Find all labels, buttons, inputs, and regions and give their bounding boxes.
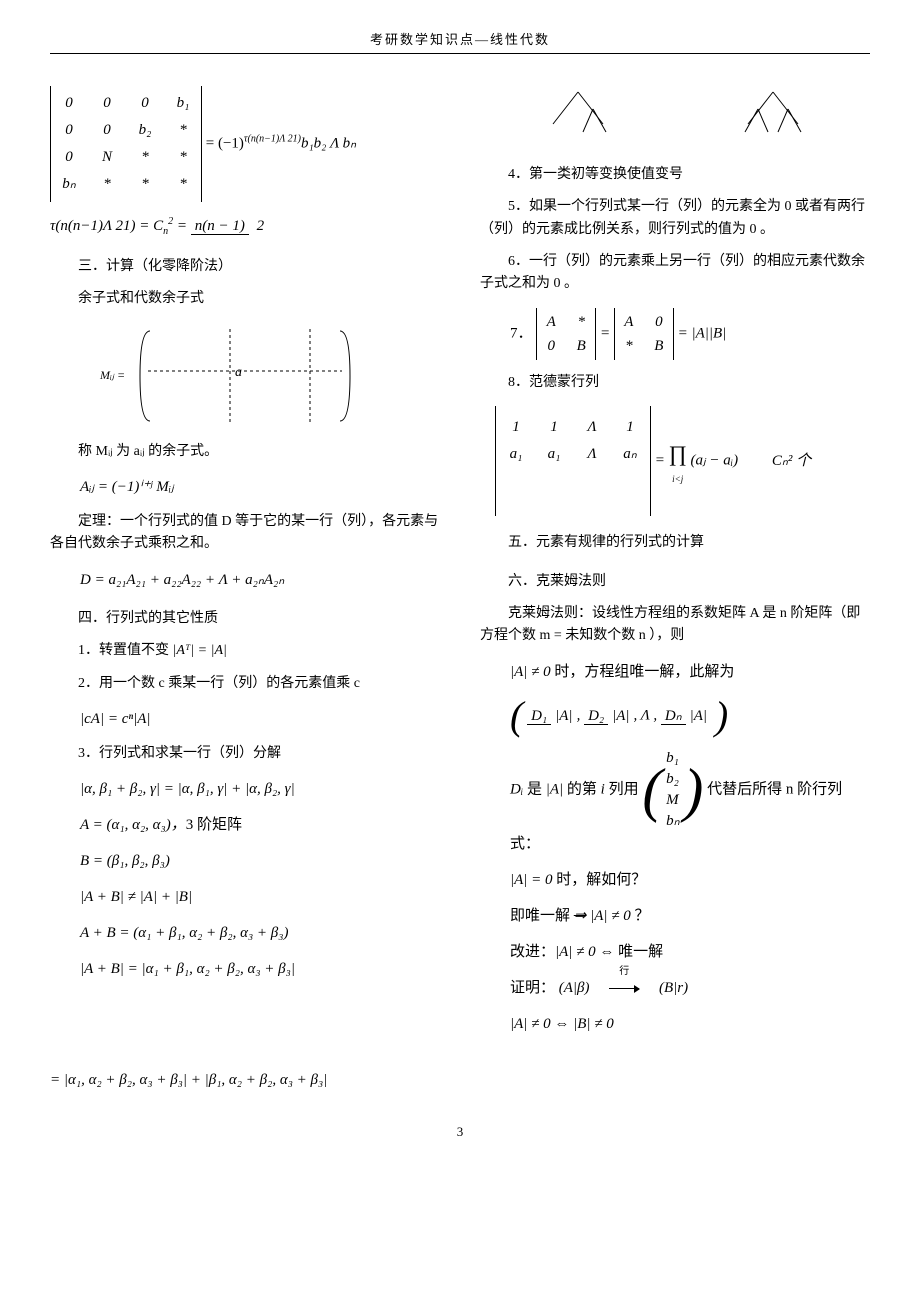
algebraic-cofactor-eq: Aᵢⱼ = (−1)ⁱ⁺ʲ Mᵢⱼ [80, 475, 440, 499]
di-definition: Dᵢ 是 |A| 的第 i 列用 ( b₁ b₂ M bₙ ) 代替后所得 n … [510, 748, 870, 856]
determinant-equation-1: 000b₁ 00b₂* 0N** bₙ*** = (−1)τ(n(n−1)Λ 2… [50, 86, 440, 202]
cofactor-diagram: Mᵢⱼ = a [130, 321, 440, 431]
two-column-layout: 000b₁ 00b₂* 0N** bₙ*** = (−1)τ(n(n−1)Λ 2… [50, 74, 870, 1048]
cramer-definition: 克莱姆法则：设线性方程组的系数矩阵 A 是 n 阶矩阵（即方程个数 m = 未知… [480, 603, 870, 648]
matrix-bracket-svg: a [130, 321, 370, 431]
property-3: 3．行列式和求某一行（列）分解 [78, 743, 440, 765]
bottom-equation: = |α₁, α₂ + β₂, α₃ + β₃| + |β₁, α₂ + β₂,… [50, 1068, 870, 1092]
cofactor-definition: 称 Mᵢⱼ 为 aᵢⱼ 的余子式。 [50, 441, 440, 463]
question-2: 即唯一解 ⇒ |A| ≠ 0 ？ [510, 904, 870, 928]
section-4-title: 四．行列式的其它性质 [50, 608, 440, 630]
section-6-title: 六．克莱姆法则 [480, 571, 870, 593]
tree-diagrams [480, 84, 870, 144]
property-7: 7． A* 0B = A0 *B = |A||B| [510, 308, 870, 360]
svg-text:a: a [235, 365, 242, 380]
question-1: |A| = 0 时，解如何？ [510, 868, 870, 892]
final-equivalence: |A| ≠ 0 ⇔ |B| ≠ 0 [510, 1012, 870, 1036]
matrix-a-def: A = (α₁, α₂, α₃)，3 阶矩阵 [80, 813, 440, 837]
matrix-b-def: B = (β₁, β₂, β₃) [80, 849, 440, 873]
right-column: 4．第一类初等变换使值变号 5．如果一个行列式某一行（列）的元素全为 0 或者有… [480, 74, 870, 1048]
expansion-equation: D = a₂₁A₂₁ + a₂₂A₂₂ + Λ + a₂ₙA₂ₙ [80, 568, 440, 592]
section-5-title: 五．元素有规律的行列式的计算 [480, 532, 870, 554]
tau-equation: τ(n(n−1)Λ 21) = Cn2 = n(n − 1) 2 [50, 214, 440, 240]
expansion-theorem: 定理：一个行列式的值 D 等于它的某一行（列），各元素与各自代数余子式乘积之和。 [50, 511, 440, 556]
proof-line: 证明： (A|β) (B|r) [510, 976, 870, 1000]
property-8: 8．范德蒙行列 [508, 372, 870, 394]
vandermonde-eq: 11Λ1 a₁a₁Λaₙ = ∏ i<j (aⱼ − aᵢ) Cₙ² 个 [495, 406, 870, 516]
tree-icon-right [723, 84, 823, 139]
property-1: 1．转置值不变 |Aᵀ| = |A| [78, 640, 440, 662]
page-header: 考研数学知识点—线性代数 [50, 30, 870, 54]
a-plus-b-def: A + B = (α₁ + β₁, α₂ + β₂, α₃ + β₃) [80, 921, 440, 945]
left-column: 000b₁ 00b₂* 0N** bₙ*** = (−1)τ(n(n−1)Λ 2… [50, 74, 440, 1048]
improvement: 改进：|A| ≠ 0 ⇔ 唯一解 [510, 940, 870, 964]
property-6: 6．一行（列）的元素乘上另一行（列）的相应元素代数余子式之和为 0 。 [480, 251, 870, 296]
property-2-eq: |cA| = cⁿ|A| [80, 707, 440, 731]
det-sum-neq: |A + B| ≠ |A| + |B| [80, 885, 440, 909]
property-4: 4．第一类初等变换使值变号 [480, 164, 870, 186]
property-2: 2．用一个数 c 乘某一行（列）的各元素值乘 c [78, 673, 440, 695]
tree-icon-left [528, 84, 628, 139]
property-3-eq: |α, β₁ + β₂, γ| = |α, β₁, γ| + |α, β₂, γ… [80, 777, 440, 801]
cofactor-intro: 余子式和代数余子式 [50, 288, 440, 310]
page-number: 3 [50, 1122, 870, 1143]
cramer-condition: |A| ≠ 0 时，方程组唯一解，此解为 [510, 660, 870, 684]
header-title: 考研数学知识点—线性代数 [370, 32, 550, 47]
section-3-title: 三．计算（化零降阶法） [50, 256, 440, 278]
property-5: 5．如果一个行列式某一行（列）的元素全为 0 或者有两行（列）的元素成比例关系，… [480, 196, 870, 241]
cramer-solution: ( D₁|A|, D₂|A|, Λ , Dₙ|A| ) [510, 696, 870, 736]
det-a-plus-b: |A + B| = |α₁ + β₁, α₂ + β₂, α₃ + β₃| [80, 957, 440, 981]
